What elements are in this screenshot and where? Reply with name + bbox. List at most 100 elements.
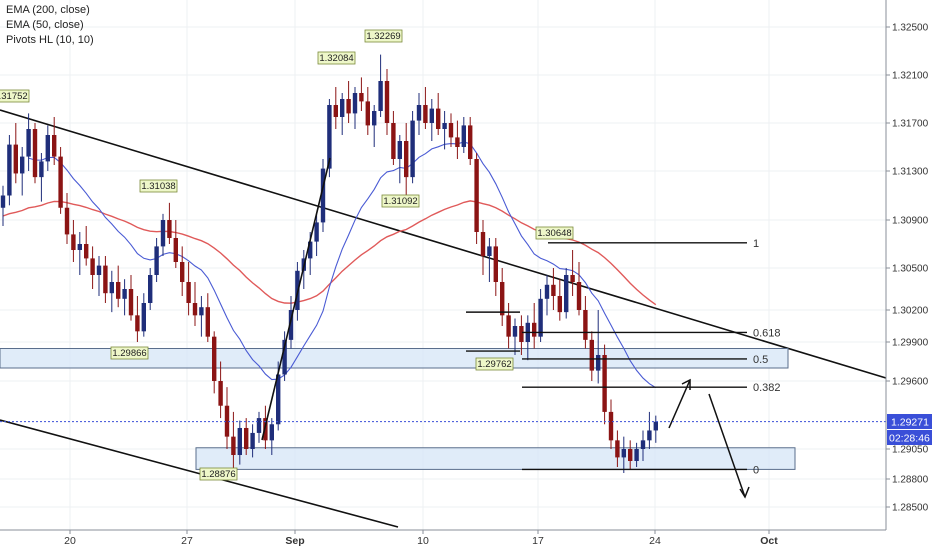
bar-countdown-tag	[887, 430, 932, 445]
grid	[0, 0, 886, 530]
candle-body	[429, 108, 434, 123]
candle-body	[570, 275, 575, 282]
candle-body	[410, 120, 415, 178]
candle-body	[26, 129, 31, 157]
candle-body	[404, 141, 409, 178]
candle-body	[192, 303, 198, 316]
y-tick-label: 1.29900	[892, 338, 929, 349]
candlesticks	[0, 54, 658, 473]
fib-level-label: 0.5	[753, 354, 768, 366]
pivot-label: 1.30648	[537, 228, 571, 239]
impulse-line	[261, 157, 331, 441]
y-tick-label: 1.30200	[892, 306, 929, 317]
fib-level-label: 0	[753, 464, 759, 476]
lower-trendline	[0, 419, 399, 528]
x-tick-label: Sep	[285, 535, 304, 547]
candle-body	[244, 427, 249, 449]
current-price-value: 1.29271	[891, 417, 929, 429]
candle-body	[583, 310, 588, 340]
indicator-ema50[interactable]: EMA (50, close)	[6, 19, 84, 31]
candle-body	[506, 315, 511, 337]
y-tick-label: 1.32100	[892, 71, 929, 82]
y-tick-label: 1.31300	[892, 167, 929, 178]
candle-body	[442, 123, 447, 129]
candle-body	[71, 234, 76, 250]
candle-body	[448, 123, 454, 138]
candle-body	[532, 322, 537, 337]
candle-body	[116, 282, 121, 299]
time-axis[interactable]: 20 27 Sep 10 17 24 Oct	[0, 529, 932, 550]
candle-body	[20, 156, 25, 174]
candle-body	[352, 93, 358, 114]
candle-body	[256, 418, 262, 433]
x-tick-label: 10	[417, 535, 429, 547]
candle-body	[512, 326, 518, 337]
pivot-label: 1.31752	[0, 91, 28, 102]
candle-body	[231, 436, 236, 455]
pivot-label-box	[535, 226, 574, 240]
candle-body	[596, 355, 601, 371]
candle-body	[493, 246, 498, 282]
y-tick-label: 1.32500	[892, 23, 929, 34]
candle-body	[224, 405, 230, 437]
upper-trendline	[0, 109, 887, 379]
current-price-tag	[887, 414, 932, 429]
price-axis[interactable]: 1.32500 1.32100 1.31700 1.31300 1.30900 1.305…	[885, 0, 932, 550]
candle-body	[474, 159, 479, 232]
candle-body	[173, 238, 178, 262]
indicator-ema200[interactable]: EMA (200, close)	[6, 4, 90, 16]
candle-body	[128, 289, 134, 316]
projection-path-down	[708, 393, 746, 498]
pivot-label: 1.31092	[383, 196, 417, 207]
candle-body	[320, 168, 326, 223]
arrowhead-up	[681, 378, 691, 390]
y-tick-label: 1.28500	[892, 503, 929, 514]
candle-body	[7, 144, 12, 196]
bar-countdown: 02:28:46	[889, 433, 930, 445]
arrowhead-down	[739, 486, 750, 499]
candle-body	[628, 449, 633, 461]
candle-body	[13, 144, 18, 174]
fib-level-label: 0.382	[753, 382, 781, 394]
channel-trendlines	[0, 109, 887, 528]
pivot-label-box	[381, 194, 420, 208]
candle-body	[45, 135, 50, 162]
candle-body	[148, 275, 153, 303]
candle-body	[423, 105, 428, 123]
candle-body	[544, 284, 550, 299]
candle-body	[308, 241, 313, 259]
candle-body	[557, 296, 562, 313]
pivot-label: 1.29866	[112, 348, 146, 359]
pivot-label-box	[110, 346, 149, 360]
candle-body	[77, 244, 82, 250]
candle-body	[135, 315, 140, 332]
y-tick-label: 1.28800	[892, 475, 929, 486]
candle-body	[359, 93, 364, 102]
projection-arrows	[668, 378, 750, 499]
candle-body	[461, 125, 466, 147]
candle-body	[653, 421, 658, 431]
candle-body	[436, 108, 441, 129]
candle-body	[212, 336, 217, 381]
candle-body	[52, 135, 57, 157]
y-tick-label: 1.31700	[892, 119, 929, 130]
pivot-label: 1.32084	[319, 53, 353, 64]
candle-body	[602, 355, 607, 412]
candle-body	[96, 265, 102, 275]
candle-body	[314, 222, 319, 242]
ema50-path	[28, 141, 657, 389]
candle-body	[397, 141, 402, 159]
pivot-label: 1.28876	[201, 469, 235, 480]
indicator-pivots[interactable]: Pivots HL (10, 10)	[6, 34, 94, 46]
candle-body	[269, 424, 274, 441]
fib-level-label: 1	[753, 238, 759, 250]
candle-body	[39, 161, 44, 178]
candle-body	[340, 99, 345, 117]
candle-body	[205, 307, 210, 337]
candle-body	[615, 440, 620, 458]
candle-body	[109, 282, 114, 294]
candle-body	[519, 326, 524, 342]
candle-body	[391, 123, 396, 159]
candle-body	[250, 432, 255, 449]
